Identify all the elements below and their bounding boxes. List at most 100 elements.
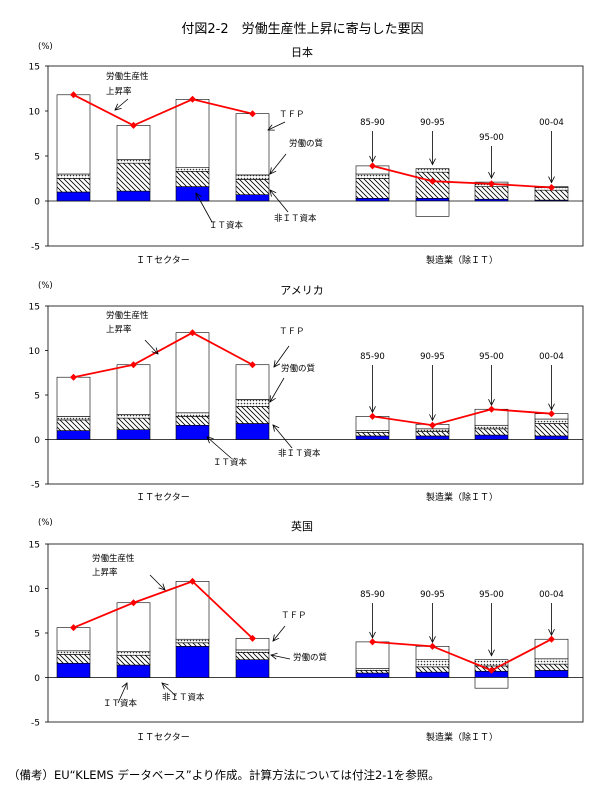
annotation-label: ＴＦＰ <box>281 611 307 621</box>
bar-nonit-capital <box>355 670 390 674</box>
unit-label: (%) <box>38 518 53 528</box>
productivity-point <box>369 412 376 420</box>
bar-tfp <box>235 113 270 176</box>
annotation-arrow <box>269 377 285 403</box>
bar-it-capital <box>534 670 569 678</box>
bar-nonit-capital <box>235 652 270 661</box>
productivity-point <box>548 184 555 191</box>
period-label: 95-00 <box>479 590 504 600</box>
productivity-point <box>70 373 77 381</box>
bar-it-capital <box>235 659 270 678</box>
chart-panel-uk: 英国 (%) 15 10 5 0 -5 85-90 90-95 95-00 00-04 労働生産性 上昇… <box>29 518 584 743</box>
chart-svg: アメリカ (%) 15 10 5 0 -5 85-90 90-95 95-00 00-04 労働生産性… <box>29 281 584 503</box>
annotation-label: 上昇率 <box>106 86 132 97</box>
bar-labor-quality <box>534 658 569 665</box>
period-arrow-head <box>369 631 376 639</box>
productivity-point <box>548 410 555 418</box>
period-arrow-head <box>369 406 376 414</box>
period-label: 00-04 <box>539 352 564 362</box>
group-label: 製造業（除ＩＴ） <box>426 491 498 503</box>
bar-it-capital <box>355 672 390 678</box>
page-title: 付図2-2 労働生産性上昇に寄与した要因 <box>181 22 424 37</box>
period-arrow-head <box>488 171 495 179</box>
productivity-line <box>73 93 253 127</box>
period-label: 85-90 <box>360 118 385 128</box>
productivity-point <box>130 599 137 607</box>
annotation-arrow-head <box>114 103 122 111</box>
productivity-point <box>488 666 495 674</box>
annotation-arrow-head <box>195 192 202 200</box>
productivity-line <box>73 331 253 379</box>
y-tick-label: 10 <box>29 347 41 357</box>
annotation-arrow <box>267 121 286 131</box>
period-label: 00-04 <box>539 590 564 600</box>
productivity-point <box>249 110 256 118</box>
chart-title: 日本 <box>291 45 313 59</box>
annotation-label: 労働の質 <box>293 652 328 663</box>
annotation-arrow-head <box>272 424 280 432</box>
y-tick-label: 5 <box>34 630 40 640</box>
period-arrow-head <box>429 158 436 166</box>
bar-labor-quality <box>116 651 151 656</box>
group-label: ＩＴセクター <box>136 732 190 743</box>
period-arrow-head <box>548 176 555 184</box>
y-tick-label: -5 <box>31 243 40 253</box>
annotation-arrow <box>269 189 289 213</box>
bar-it-capital <box>56 662 91 678</box>
period-arrow-head <box>429 636 436 644</box>
period-arrow-head <box>429 414 436 422</box>
bar-labor-quality <box>415 659 450 668</box>
bar-tfp <box>235 364 270 400</box>
productivity-point <box>130 121 137 129</box>
productivity-line <box>372 408 552 427</box>
period-label: 90-95 <box>420 590 445 600</box>
y-tick-label: 0 <box>34 436 40 446</box>
productivity-line <box>372 165 552 189</box>
bar-labor-quality <box>235 649 270 653</box>
chart-panel-usa: アメリカ (%) 15 10 5 0 -5 85-90 90-95 95-00 00-04 労働生産性… <box>29 281 584 503</box>
y-tick-label: 10 <box>29 585 41 595</box>
bar-labor-quality <box>175 638 210 644</box>
bar-nonit-capital <box>415 666 450 673</box>
productivity-point <box>369 638 376 646</box>
annotation-arrow-head <box>270 652 278 660</box>
annotation-label: 上昇率 <box>106 324 132 335</box>
annotation-label: ＴＦＰ <box>279 110 305 120</box>
productivity-point <box>429 421 436 429</box>
bar-tfp <box>116 602 151 652</box>
annotation-label: ＩＴ資本 <box>213 457 248 468</box>
period-label: 95-00 <box>479 133 504 143</box>
chart-title: 英国 <box>291 519 313 533</box>
productivity-point <box>249 361 256 369</box>
productivity-point <box>488 180 495 188</box>
period-arrow-head <box>548 629 555 637</box>
annotation-label: 非ＩＴ資本 <box>162 692 205 703</box>
bar-labor-quality <box>415 168 450 173</box>
productivity-point <box>249 634 256 642</box>
y-tick-label: -5 <box>31 719 40 729</box>
bar-nonit-capital <box>56 654 91 664</box>
bar-tfp <box>474 677 509 689</box>
annotation-arrow <box>206 436 232 459</box>
period-arrow-head <box>548 403 555 411</box>
period-label: 00-04 <box>539 118 564 128</box>
productivity-point <box>70 624 77 632</box>
bar-tfp <box>175 581 210 640</box>
y-tick-label: 5 <box>34 153 40 163</box>
annotation-arrow <box>161 682 177 697</box>
annotation-label: ＩＴ資本 <box>209 220 244 231</box>
annotation-arrow-head <box>269 167 277 175</box>
bar-it-capital <box>175 646 210 678</box>
y-tick-label: 10 <box>29 108 41 118</box>
group-label: 製造業（除ＩＴ） <box>426 731 498 743</box>
bar-it-capital <box>415 671 450 678</box>
annotation-arrow <box>272 625 286 642</box>
annotation-label: 労働生産性 <box>106 310 149 321</box>
bar-nonit-capital <box>116 654 151 666</box>
annotation-arrow-head <box>267 124 275 131</box>
productivity-point <box>130 361 137 369</box>
bar-tfp <box>56 376 91 417</box>
y-tick-label: 15 <box>29 303 40 313</box>
bar-nonit-capital <box>534 663 569 671</box>
group-label: ＩＴセクター <box>136 255 190 266</box>
